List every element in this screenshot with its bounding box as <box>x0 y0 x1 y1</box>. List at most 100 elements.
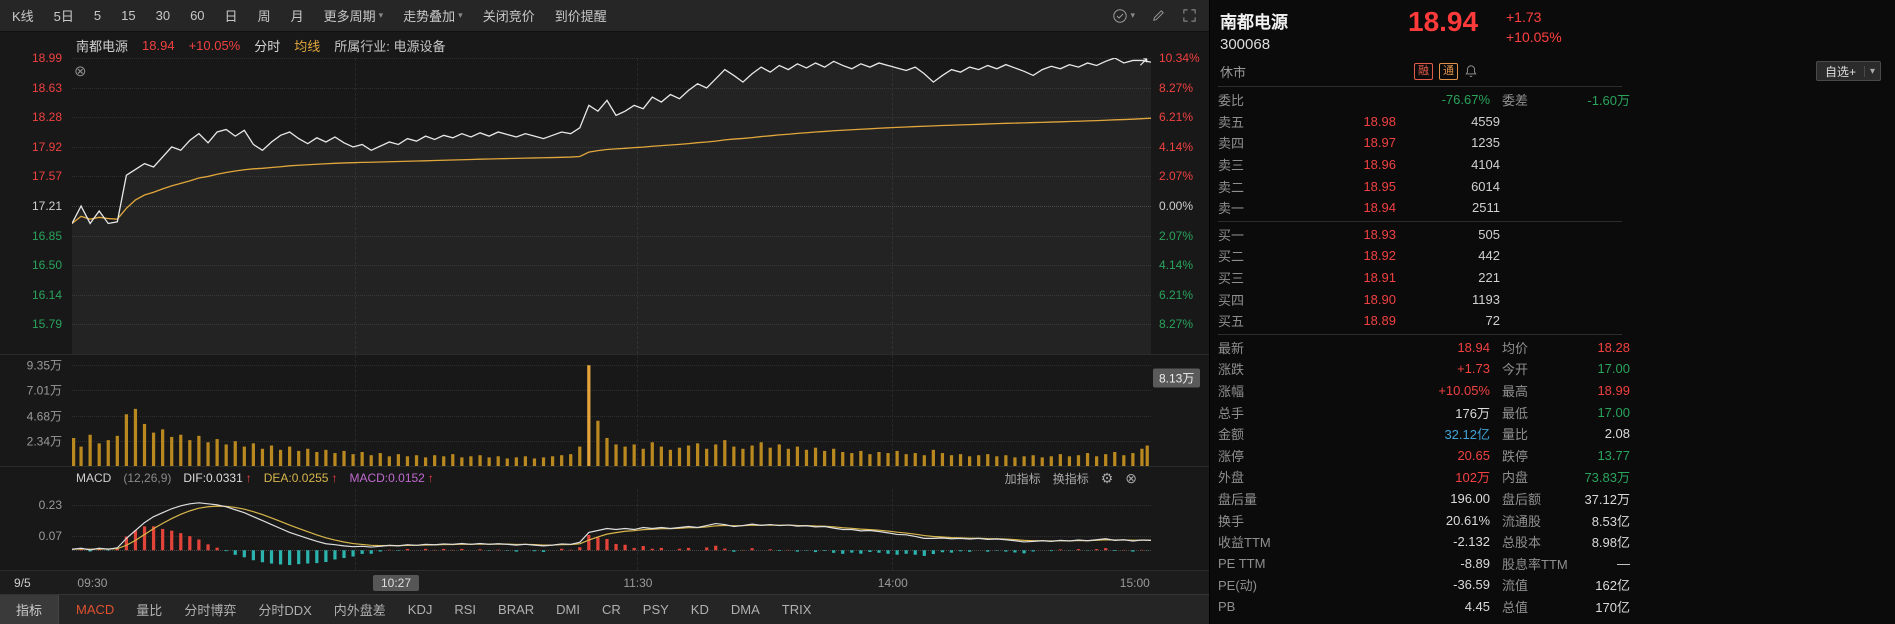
macd-body: 0.23 0.07 <box>0 489 1209 570</box>
price-axis-label: 16.85 <box>31 228 62 243</box>
gear-icon[interactable]: ⚙ <box>1100 469 1114 486</box>
indicator-tab[interactable]: PSY <box>642 602 669 617</box>
level-price: 18.98 <box>1363 113 1396 129</box>
toolbar-item[interactable]: 30 <box>156 8 170 23</box>
indicator-tab[interactable]: BRAR <box>498 602 535 617</box>
toolbar-item[interactable]: 15 <box>121 8 135 23</box>
toolbar-item-label: 5日 <box>53 9 74 24</box>
indicator-tab[interactable]: KDJ <box>407 602 433 617</box>
toolbar-item-label: 30 <box>155 8 171 23</box>
indicator-tab-bar-label[interactable]: 指标 <box>0 595 60 624</box>
market-status: 休市 <box>1220 64 1247 80</box>
stat-label: 总手 <box>1218 405 1245 421</box>
toolbar-item[interactable]: 日 <box>225 6 238 25</box>
h-gridline <box>72 58 1151 59</box>
indicator-tab[interactable]: CR <box>602 602 621 617</box>
stat-value: 37.12万 <box>1584 491 1630 507</box>
stat-row: 涨停 20.65 跌停 13.77 <box>1210 445 1630 467</box>
buy-row[interactable]: 买一 18.93 505 <box>1210 224 1500 246</box>
stat-label: 内盘 <box>1502 470 1529 486</box>
chart-column: K线 5日 5 15 30 60 日周月更多周期 ▾ 走势叠加 ▾ 关闭竞价 到价提醒 ▾ 南都电源 … <box>0 0 1210 624</box>
toolbar-item[interactable]: 关闭竞价 <box>483 6 535 25</box>
macd-plot[interactable] <box>72 489 1151 570</box>
toolbar-item[interactable]: K线 <box>12 6 34 25</box>
indicator-tab[interactable]: KD <box>690 602 709 617</box>
sell-row[interactable]: 卖五 18.98 4559 <box>1210 111 1500 133</box>
level-label: 买二 <box>1218 249 1245 265</box>
stat-label: 涨幅 <box>1218 384 1245 400</box>
buy-row[interactable]: 买三 18.91 221 <box>1210 267 1500 289</box>
add-watchlist-button[interactable]: 自选+ <box>1824 64 1856 79</box>
stock-name: 南都电源 <box>1220 13 1288 32</box>
up-arrow-icon: ↑ <box>331 471 338 485</box>
volume-axis-label: 2.34万 <box>26 434 62 449</box>
add-indicator-button[interactable]: 加指标 <box>1004 471 1041 486</box>
chevron-down-icon: ▾ <box>1130 10 1135 20</box>
h-gridline <box>72 176 1151 178</box>
toolbar-item[interactable]: 60 <box>190 8 204 23</box>
stat-row: 收益TTM -2.132 总股本 8.98亿 <box>1210 531 1630 553</box>
buy-row[interactable]: 买四 18.90 1193 <box>1210 288 1500 310</box>
volume-pane: 9.35万 7.01万 4.68万 2.34万 8.13万 <box>0 354 1209 466</box>
sell-row[interactable]: 卖四 18.97 1235 <box>1210 132 1500 154</box>
stock-code: 300068 <box>1220 36 1271 53</box>
h-gridline <box>72 324 1151 326</box>
toolbar-item[interactable]: 月 <box>291 6 304 25</box>
price-plot[interactable]: ⊗ ↗ <box>72 58 1151 354</box>
h-gridline <box>72 206 1151 207</box>
level-label: 卖三 <box>1218 158 1245 174</box>
stat-label: 外盘 <box>1218 470 1245 486</box>
close-indicator-icon[interactable]: ⊗ <box>1125 469 1137 486</box>
margin-badge[interactable]: 融 <box>1414 62 1434 80</box>
v-gridline <box>892 58 894 354</box>
divider <box>1218 220 1622 222</box>
buy-row[interactable]: 买五 18.89 72 <box>1210 310 1500 332</box>
fullscreen-icon[interactable] <box>1182 8 1197 23</box>
industry-link[interactable]: 所属行业: 电源设备 <box>334 38 446 54</box>
indicator-tab[interactable]: 分时DDX <box>258 603 312 618</box>
volume-plot[interactable] <box>72 355 1151 466</box>
toolbar-item[interactable]: 到价提醒 <box>555 6 607 25</box>
toolbar-item[interactable]: 5 <box>94 8 101 23</box>
indicator-tab[interactable]: MACD <box>76 602 115 617</box>
watchlist-dropdown-caret[interactable]: ▾ <box>1863 65 1880 77</box>
toolbar-item[interactable]: 走势叠加 ▾ <box>403 6 463 25</box>
swap-indicator-button[interactable]: 换指标 <box>1052 471 1089 486</box>
stat-label: 总值 <box>1502 599 1529 615</box>
indicator-tab[interactable]: 内外盘差 <box>333 603 386 618</box>
stat-value: 13.77 <box>1597 447 1630 463</box>
toolbar-item[interactable]: 周 <box>258 6 271 25</box>
v-gridline <box>892 355 894 466</box>
sell-row[interactable]: 卖一 18.94 2511 <box>1210 197 1500 219</box>
indicator-tab[interactable]: 分时博弈 <box>184 603 237 618</box>
price-change: +1.73 <box>1506 9 1542 25</box>
indicator-tab[interactable]: DMA <box>730 602 760 617</box>
sell-row[interactable]: 卖二 18.95 6014 <box>1210 175 1500 197</box>
draw-pencil-icon[interactable] <box>1151 8 1166 23</box>
alert-bell-icon[interactable] <box>1464 64 1478 78</box>
chart-change-pct: +10.05% <box>188 37 241 53</box>
chart-toolbar: K线 5日 5 15 30 60 日 周 月 更多周期 ▾ 走势叠加 ▾ 关闭竞价 到价提醒 ▾ <box>0 0 1209 32</box>
indicator-tab[interactable]: DMI <box>556 602 580 617</box>
overlay-avg-toggle[interactable]: 均线 <box>294 38 321 54</box>
indicator-settings-icon[interactable]: ▾ <box>1112 8 1135 24</box>
stat-value: -8.89 <box>1460 555 1490 571</box>
buy-row[interactable]: 买二 18.92 442 <box>1210 245 1500 267</box>
mode-minute-label[interactable]: 分时 <box>254 38 281 54</box>
weicha-label: 委差 <box>1502 93 1529 109</box>
h-gridline <box>72 504 1151 506</box>
toolbar-item[interactable]: 5日 <box>54 6 74 25</box>
sell-row[interactable]: 卖三 18.96 4104 <box>1210 154 1500 176</box>
indicator-tab[interactable]: TRIX <box>781 602 812 617</box>
connect-badge[interactable]: 通 <box>1439 62 1459 80</box>
toolbar-item[interactable]: 更多周期 ▾ <box>324 6 384 25</box>
remove-overlay-icon[interactable]: ⊗ <box>74 63 87 80</box>
indicator-tab[interactable]: RSI <box>454 602 477 617</box>
stat-label: 最低 <box>1502 405 1529 421</box>
toolbar-item-label: 60 <box>190 8 205 23</box>
stat-value: +1.73 <box>1457 361 1490 377</box>
sell-order-book: 卖五 18.98 4559 卖四 18.97 1235 卖三 18.96 4104 卖二 18.95… <box>1210 111 1895 219</box>
indicator-tab[interactable]: 量比 <box>136 603 163 618</box>
time-axis: 9/5 09:30 10:27 11:30 14:00 15:00 <box>0 570 1209 594</box>
stat-label: 金额 <box>1218 427 1245 443</box>
